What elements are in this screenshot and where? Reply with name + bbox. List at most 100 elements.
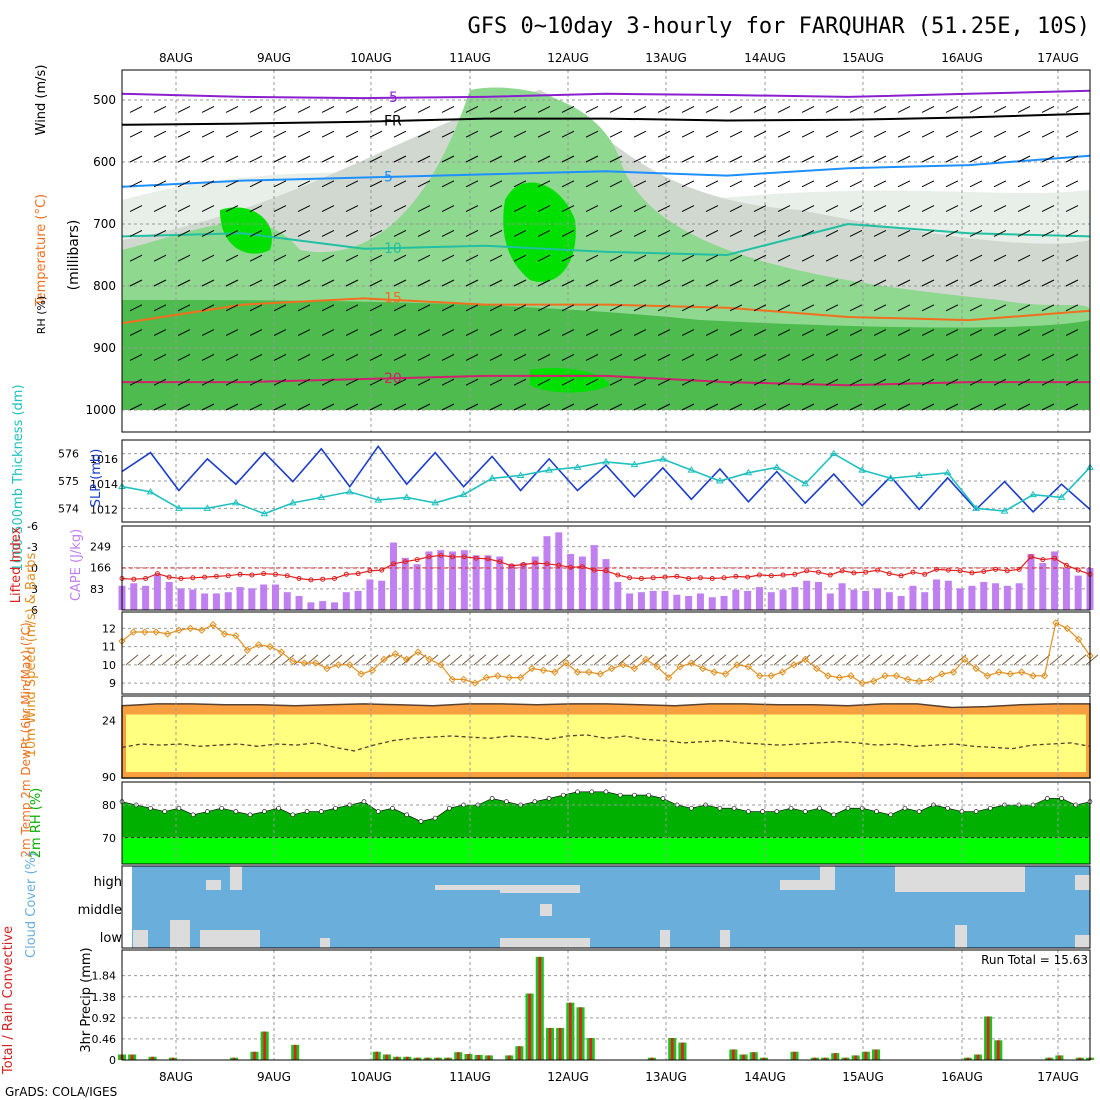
precip-bar-convective bbox=[426, 1057, 430, 1060]
wind-barb bbox=[801, 353, 815, 361]
tick-label-x-bottom: 17AUG bbox=[1037, 1070, 1079, 1084]
li-point bbox=[993, 566, 999, 572]
wind-barb bbox=[801, 180, 815, 188]
wind-barb bbox=[609, 180, 623, 188]
tick-label-x-bottom: 14AUG bbox=[744, 1070, 786, 1084]
wind-barb bbox=[777, 205, 791, 213]
panel-frame bbox=[121, 439, 1091, 523]
rh2m-point bbox=[290, 812, 296, 818]
rh2m-point bbox=[902, 805, 908, 811]
wind-barb bbox=[273, 229, 287, 237]
wind-barb bbox=[777, 180, 791, 188]
precip-bar-convective bbox=[589, 1038, 593, 1060]
li-point bbox=[509, 563, 515, 569]
wind-barb bbox=[369, 403, 383, 411]
wind-barb bbox=[561, 105, 575, 113]
wind-barb bbox=[225, 229, 239, 237]
rh2m-area bbox=[121, 791, 1091, 839]
wind-barb bbox=[753, 353, 767, 361]
li-point bbox=[827, 572, 833, 578]
x-axis-bottom: 8AUG 9AUG 10AUG 11AUG 12AUG 13AUG 14AUG 15AUG 16… bbox=[159, 1070, 1079, 1084]
cape-bar bbox=[472, 555, 480, 610]
cloud-row-label: low bbox=[100, 931, 123, 946]
wind-barb bbox=[897, 304, 911, 312]
precip-bar-convective bbox=[130, 1054, 134, 1060]
wind-barb bbox=[705, 403, 719, 411]
li-point bbox=[272, 571, 278, 577]
wind-barb bbox=[681, 205, 695, 213]
wind-speed-point bbox=[778, 668, 787, 676]
wind-barb bbox=[849, 329, 863, 337]
wind-barb bbox=[609, 353, 623, 361]
tick-label-x-top: 8AUG bbox=[159, 51, 193, 65]
wind-barb bbox=[1041, 254, 1055, 262]
wind-barb bbox=[897, 229, 911, 237]
wind-barb-10m bbox=[761, 654, 775, 666]
wind-barb bbox=[921, 353, 935, 361]
panel-frame bbox=[121, 781, 1091, 865]
cape-bar bbox=[165, 582, 173, 610]
wind-barb bbox=[873, 130, 887, 138]
ylabel-precip: Total / Rain Convective bbox=[1, 926, 16, 1075]
wind-barb bbox=[225, 254, 239, 262]
wind-barb bbox=[153, 205, 167, 213]
wind-barb bbox=[825, 403, 839, 411]
wind-barb bbox=[345, 378, 359, 386]
wind-barb bbox=[489, 180, 503, 188]
slp-line bbox=[121, 444, 1091, 514]
cape-bar bbox=[283, 592, 291, 610]
wind-barb bbox=[561, 279, 575, 287]
panel-rh2m: 70 80 2m RH (%) bbox=[29, 781, 1093, 865]
wind-speed-point bbox=[619, 661, 627, 669]
wind-barb bbox=[777, 105, 791, 113]
wind-barb bbox=[201, 130, 215, 138]
wind-barb bbox=[297, 180, 311, 188]
wind-barb bbox=[465, 229, 479, 237]
wind-barb bbox=[513, 279, 527, 287]
wind-barb bbox=[321, 229, 335, 237]
wind-barb bbox=[729, 229, 743, 237]
cloud-gap bbox=[206, 880, 221, 890]
wind-barb bbox=[1041, 205, 1055, 213]
rh2m-point bbox=[617, 792, 623, 798]
wind-barb bbox=[249, 353, 263, 361]
wind-barb-10m bbox=[785, 654, 799, 666]
cape-bar bbox=[295, 596, 303, 610]
tick-label-li: 3 bbox=[31, 583, 38, 596]
precip-bar-convective bbox=[833, 1053, 837, 1060]
wind-barb bbox=[393, 254, 407, 262]
tick-label-li: 6 bbox=[31, 604, 38, 617]
cape-bar bbox=[1003, 585, 1011, 610]
tick-label-pressure: 900 bbox=[93, 341, 116, 355]
cloud-gap bbox=[200, 930, 260, 948]
wind-barb bbox=[849, 229, 863, 237]
wind-barb bbox=[705, 180, 719, 188]
wind-barb-10m bbox=[1049, 654, 1063, 666]
wind-barb bbox=[945, 403, 959, 411]
wind-barb bbox=[825, 229, 839, 237]
tick-label-x-bottom: 8AUG bbox=[159, 1070, 193, 1084]
cape-bar bbox=[720, 596, 728, 610]
rh-region-green-bright bbox=[530, 368, 610, 393]
wind-barb bbox=[537, 403, 551, 411]
wind-barb bbox=[513, 403, 527, 411]
wind-barb bbox=[393, 279, 407, 287]
wind-barb bbox=[897, 254, 911, 262]
precip-bar-convective bbox=[752, 1052, 756, 1060]
wind-barb-10m bbox=[593, 654, 607, 666]
li-point bbox=[733, 573, 739, 579]
cape-bar bbox=[921, 592, 929, 610]
precip-bar-convective bbox=[538, 956, 542, 1060]
wind-barb bbox=[489, 329, 503, 337]
rh2m-point bbox=[817, 805, 822, 811]
wind-barb bbox=[585, 205, 599, 213]
rh2m-point bbox=[361, 799, 367, 804]
wind-barb bbox=[537, 353, 551, 361]
li-point bbox=[331, 576, 337, 581]
wind-barb bbox=[681, 279, 695, 287]
wind-barb bbox=[465, 304, 479, 312]
wind-speed-point bbox=[414, 648, 422, 656]
wind-barb bbox=[969, 155, 983, 163]
wind-barb-10m bbox=[665, 654, 679, 666]
cape-bar bbox=[992, 583, 1000, 610]
